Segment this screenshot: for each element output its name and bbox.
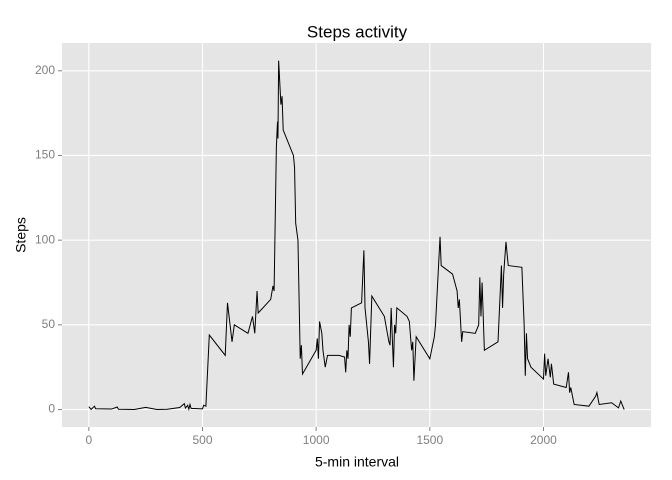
y-tick-label: 150 [35, 148, 55, 162]
x-tick-label: 1500 [416, 433, 443, 447]
y-tick-label: 200 [35, 63, 55, 77]
chart-title: Steps activity [307, 22, 408, 41]
x-tick-label: 0 [85, 433, 92, 447]
y-tick-label: 50 [42, 317, 56, 331]
y-tick-label: 100 [35, 232, 55, 246]
x-tick-label: 1000 [303, 433, 330, 447]
x-tick-label: 500 [192, 433, 212, 447]
y-tick-label: 0 [48, 402, 55, 416]
x-tick-label: 2000 [530, 433, 557, 447]
x-axis-label: 5-min interval [315, 454, 399, 470]
plot-panel [62, 43, 651, 427]
data-line [88, 60, 625, 412]
y-axis-label: Steps [13, 217, 29, 253]
